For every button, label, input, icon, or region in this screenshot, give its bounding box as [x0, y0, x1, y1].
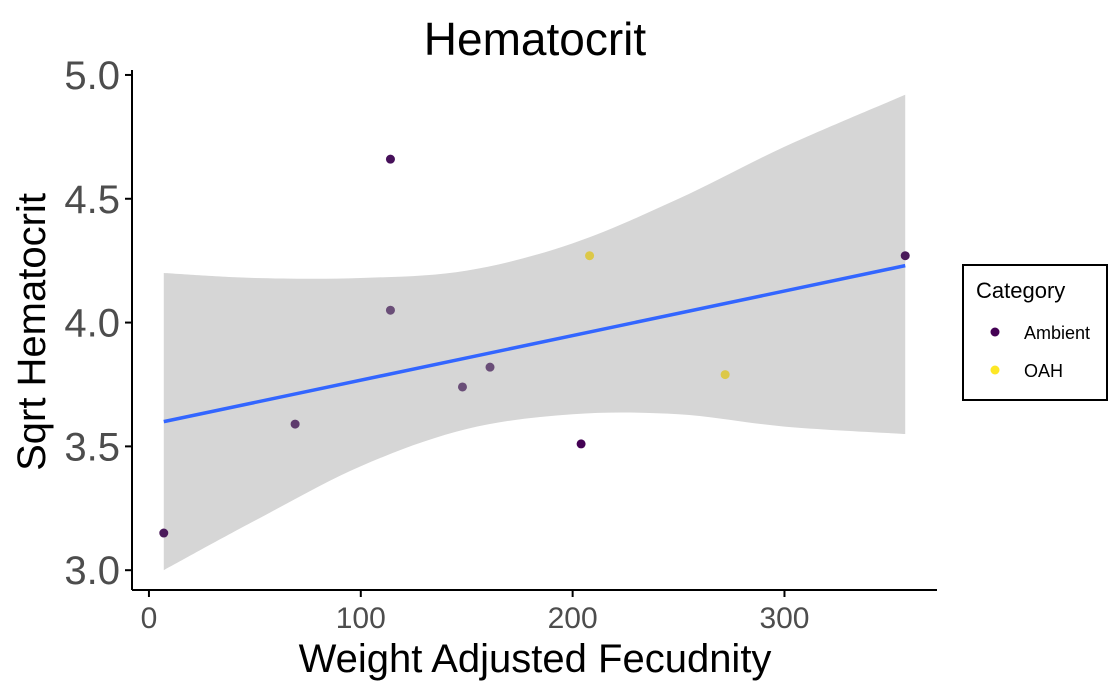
x-ticks: 0 100 200 300: [141, 590, 810, 635]
x-tick-label: 200: [548, 602, 598, 635]
data-point: [290, 419, 300, 429]
confidence-band-layer: [163, 94, 906, 571]
y-tick-label: 4.5: [64, 178, 120, 222]
x-tick-label: 300: [759, 602, 809, 635]
confidence-band: [163, 94, 906, 571]
y-axis-title: Sqrt Hematocrit: [10, 193, 54, 471]
y-tick-label: 5.0: [64, 54, 120, 98]
legend-title: Category: [976, 278, 1065, 303]
y-tick-label: 4.0: [64, 302, 120, 346]
y-tick-label: 3.5: [64, 425, 120, 469]
data-point: [159, 528, 169, 538]
data-point: [720, 370, 730, 380]
legend-label: Ambient: [1024, 323, 1090, 343]
legend-box: [962, 264, 1108, 401]
data-point: [385, 154, 395, 164]
data-point: [900, 251, 910, 261]
x-tick-label: 0: [141, 602, 158, 635]
regression-line: [163, 263, 906, 424]
chart-title: Hematocrit: [424, 13, 647, 65]
data-point: [576, 439, 586, 449]
data-point: [457, 382, 467, 392]
x-tick-label: 100: [336, 602, 386, 635]
y-ticks: 3.0 3.5 4.0 4.5 5.0: [64, 54, 132, 593]
legend: Category Ambient OAH: [962, 264, 1108, 401]
x-axis-title: Weight Adjusted Fecudnity: [299, 637, 772, 681]
y-tick-label: 3.0: [64, 549, 120, 593]
legend-entries: Ambient OAH: [990, 323, 1090, 381]
legend-key: [990, 365, 1000, 375]
fit-line-layer: [163, 263, 906, 424]
legend-key: [990, 327, 1000, 337]
data-point: [585, 251, 595, 261]
data-point: [385, 305, 395, 315]
points-layer: [159, 154, 910, 538]
data-point: [485, 362, 495, 372]
legend-label: OAH: [1024, 361, 1063, 381]
